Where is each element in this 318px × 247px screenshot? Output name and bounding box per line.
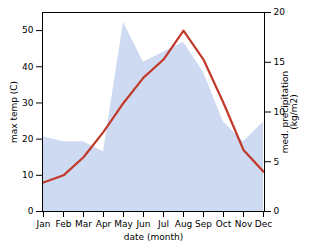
svg-text:Oct: Oct [216,219,232,229]
svg-text:15: 15 [274,57,285,67]
svg-text:10: 10 [22,170,34,180]
svg-text:Aug: Aug [175,219,193,229]
svg-text:max temp (C): max temp (C) [9,81,19,143]
svg-text:May: May [114,219,133,229]
svg-text:Feb: Feb [56,219,72,229]
svg-text:Nov: Nov [235,219,253,229]
svg-text:30: 30 [22,98,34,108]
svg-text:Dec: Dec [255,219,272,229]
svg-text:20: 20 [22,134,34,144]
svg-text:40: 40 [22,62,34,72]
svg-text:50: 50 [22,25,34,35]
svg-text:med. precipitation(kg/m2): med. precipitation(kg/m2) [280,71,299,153]
svg-text:date (month): date (month) [124,232,183,242]
svg-text:Jun: Jun [135,219,150,229]
svg-text:20: 20 [274,7,286,17]
svg-text:Apr: Apr [96,219,112,229]
svg-text:5: 5 [274,157,280,167]
svg-text:Jan: Jan [36,219,51,229]
svg-text:Jul: Jul [157,219,169,229]
svg-text:0: 0 [28,206,34,216]
svg-text:0: 0 [274,206,280,216]
svg-text:Mar: Mar [75,219,92,229]
svg-text:Sep: Sep [195,219,212,229]
